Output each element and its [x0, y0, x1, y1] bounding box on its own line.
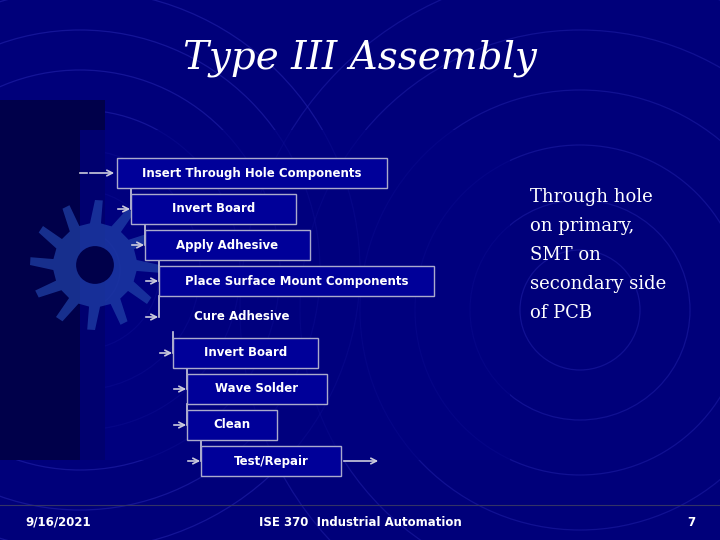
- Text: 9/16/2021: 9/16/2021: [25, 516, 91, 529]
- Text: Wave Solder: Wave Solder: [215, 382, 299, 395]
- FancyBboxPatch shape: [201, 446, 341, 476]
- Bar: [80, 130, 510, 460]
- FancyBboxPatch shape: [159, 266, 434, 296]
- Text: Insert Through Hole Components: Insert Through Hole Components: [143, 166, 361, 179]
- Text: Test/Repair: Test/Repair: [233, 455, 308, 468]
- Text: Type III Assembly: Type III Assembly: [183, 39, 537, 77]
- FancyBboxPatch shape: [145, 230, 310, 260]
- Text: Cure Adhesive: Cure Adhesive: [194, 310, 289, 323]
- FancyBboxPatch shape: [117, 158, 387, 188]
- FancyBboxPatch shape: [187, 374, 327, 404]
- FancyBboxPatch shape: [131, 194, 296, 224]
- Circle shape: [76, 246, 114, 284]
- Text: Through hole
on primary,
SMT on
secondary side
of PCB: Through hole on primary, SMT on secondar…: [530, 187, 666, 322]
- Text: Place Surface Mount Components: Place Surface Mount Components: [185, 274, 408, 287]
- FancyBboxPatch shape: [187, 410, 277, 440]
- Text: ISE 370  Industrial Automation: ISE 370 Industrial Automation: [258, 516, 462, 529]
- Bar: [0, 100, 105, 460]
- Text: 7: 7: [687, 516, 695, 529]
- Text: Invert Board: Invert Board: [172, 202, 255, 215]
- Text: Clean: Clean: [213, 418, 251, 431]
- FancyBboxPatch shape: [173, 338, 318, 368]
- Text: Apply Adhesive: Apply Adhesive: [176, 239, 279, 252]
- Polygon shape: [30, 200, 160, 330]
- Text: Invert Board: Invert Board: [204, 347, 287, 360]
